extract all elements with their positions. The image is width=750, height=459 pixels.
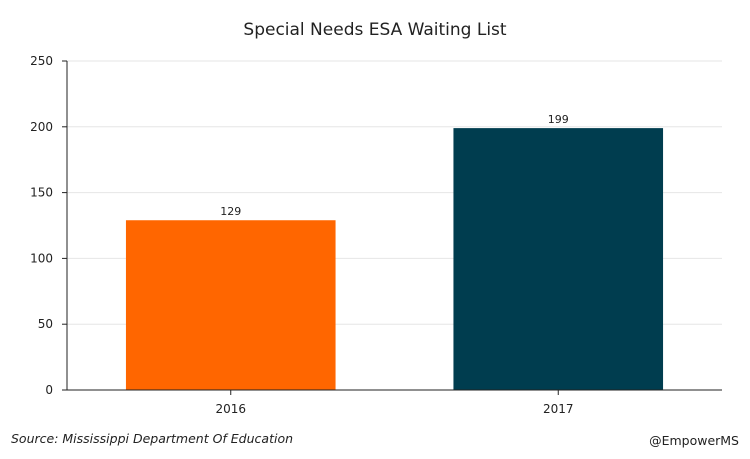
data-label: 199 xyxy=(548,113,569,126)
chart-title: Special Needs ESA Waiting List xyxy=(243,20,507,40)
data-label: 129 xyxy=(220,205,241,218)
bar-2017 xyxy=(453,128,664,390)
x-tick-label: 2016 xyxy=(215,402,246,416)
y-tick-label: 150 xyxy=(30,186,53,200)
y-tick-label: 100 xyxy=(30,251,53,265)
y-tick-label: 250 xyxy=(30,54,53,68)
y-axis: 0 50 100 150 200 250 xyxy=(30,54,68,397)
y-tick-label: 0 xyxy=(45,383,53,397)
social-handle: @EmpowerMS xyxy=(649,433,739,448)
y-tick-label: 50 xyxy=(38,317,53,331)
bar-2016 xyxy=(125,220,336,390)
x-axis: 2016 2017 xyxy=(67,389,722,416)
source-note: Source: Mississippi Department Of Educat… xyxy=(11,431,294,446)
bars xyxy=(125,128,664,390)
x-tick-label: 2017 xyxy=(543,402,574,416)
data-labels: 129 199 xyxy=(220,113,569,218)
y-tick-label: 200 xyxy=(30,120,53,134)
